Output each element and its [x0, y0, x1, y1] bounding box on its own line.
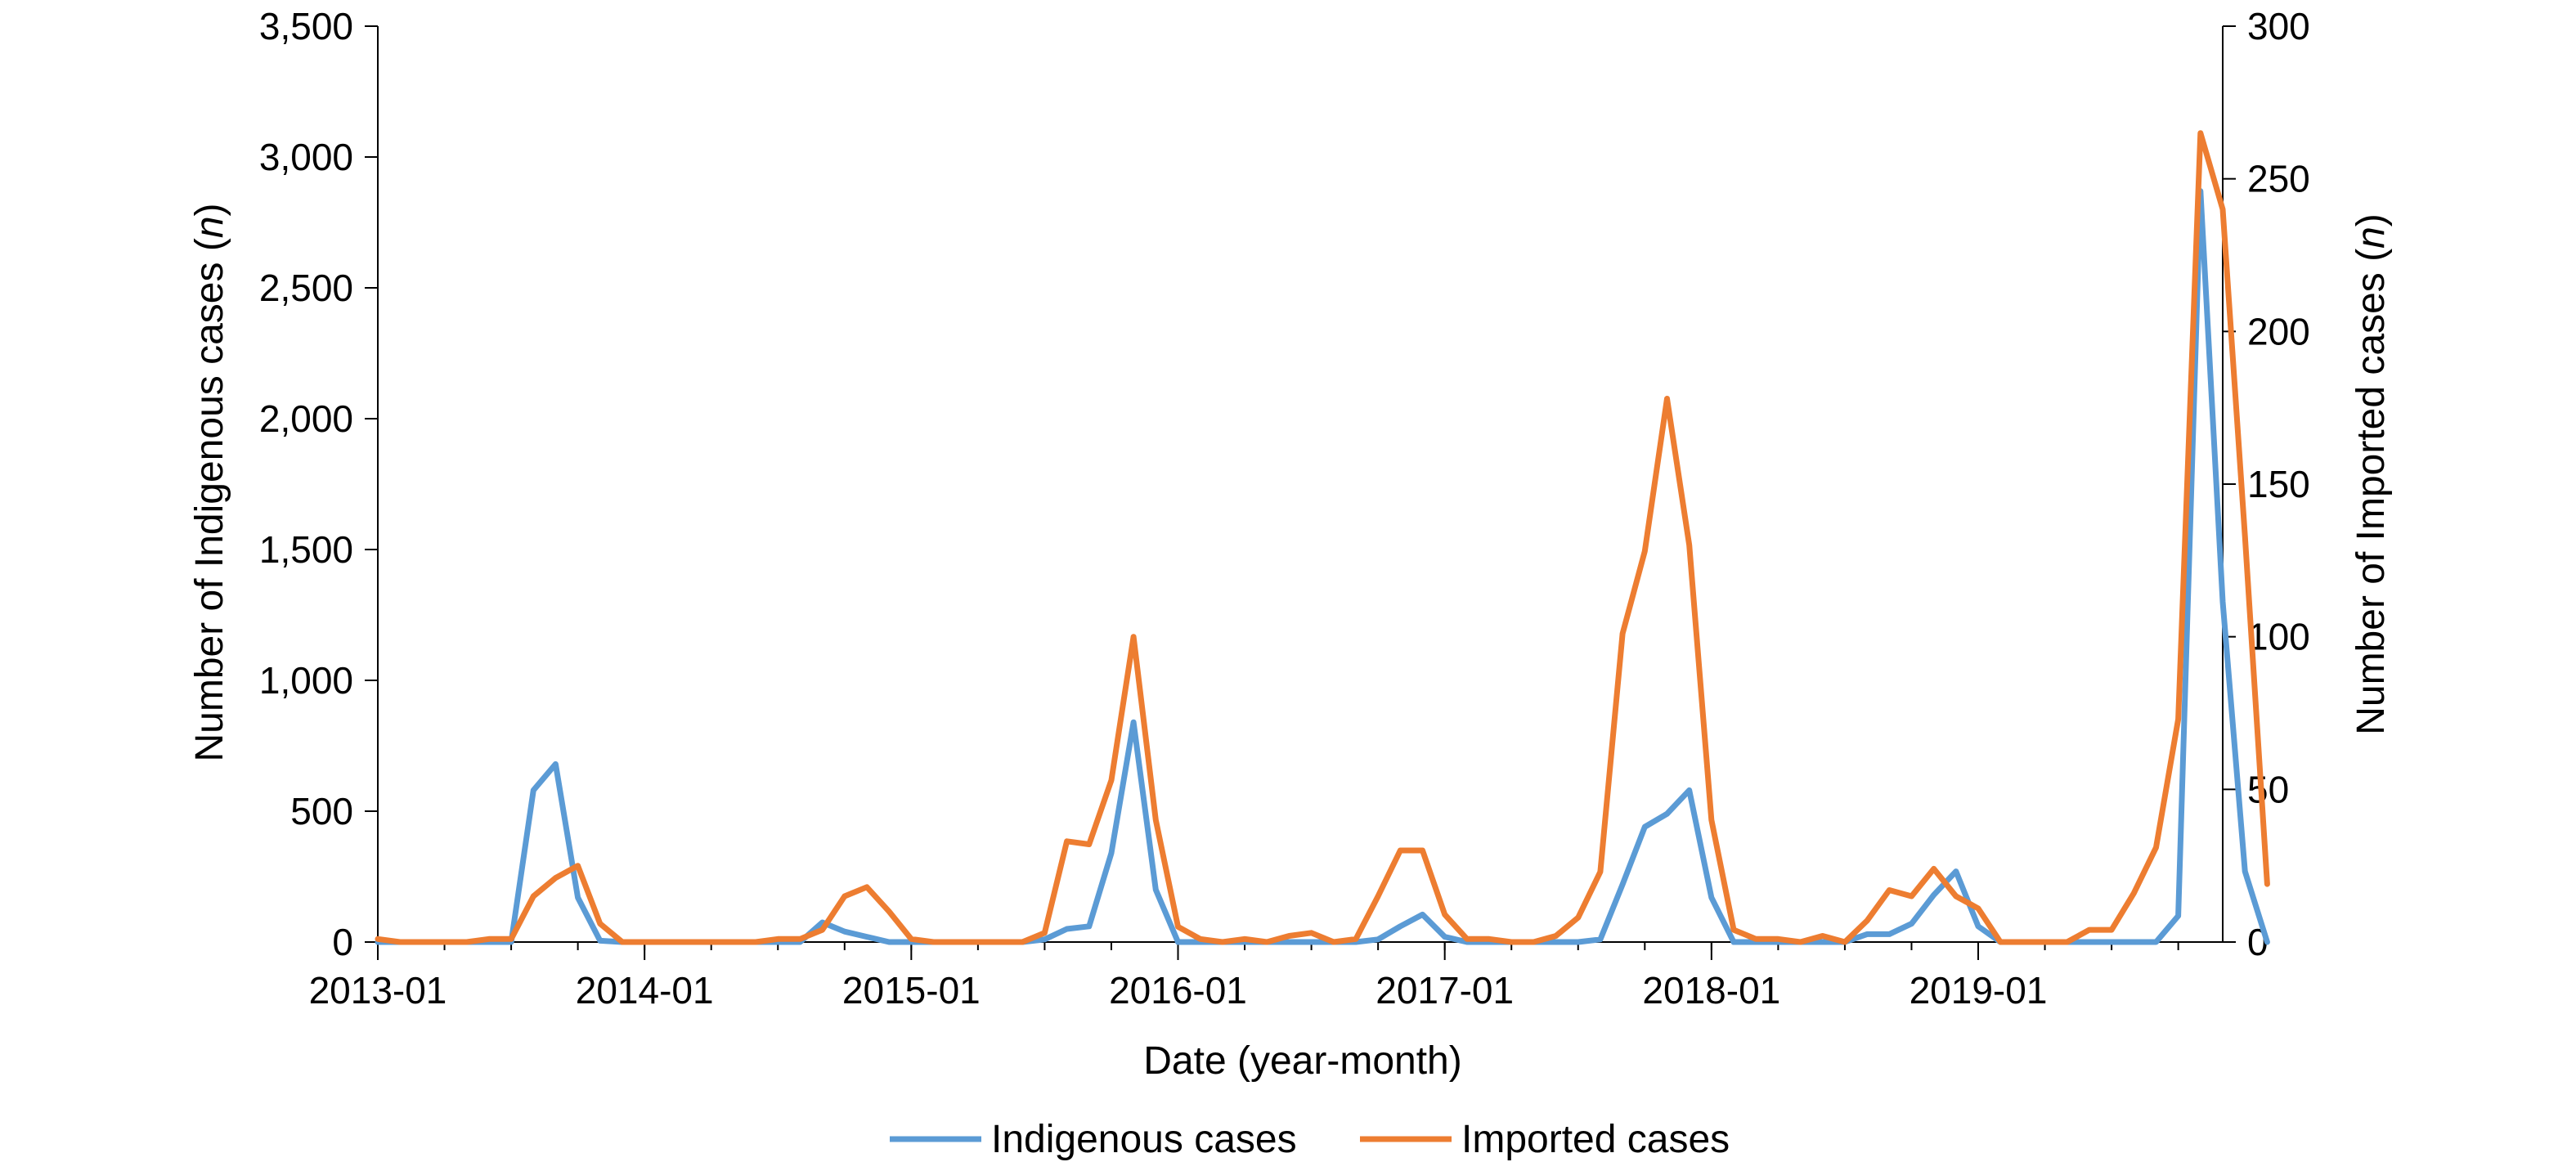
left-tick-label: 2,500 [259, 267, 353, 309]
series-line-imported-cases [375, 130, 2270, 945]
axes [377, 26, 2224, 943]
right-tick-label: 150 [2247, 463, 2310, 505]
left-tick-label: 500 [290, 790, 353, 832]
x-tick-label: 2014-01 [576, 969, 714, 1012]
left-axis-title: Number of Indigenous cases (n) [188, 203, 231, 761]
right-tick-label: 100 [2247, 616, 2310, 658]
x-tick-label: 2016-01 [1109, 969, 1247, 1012]
series-line-indigenous-cases [375, 188, 2270, 945]
right-tick-label: 250 [2247, 158, 2310, 200]
x-tick-label: 2017-01 [1376, 969, 1514, 1012]
x-axis-title: Date (year-month) [1143, 1039, 1461, 1083]
x-axis-ticks: 2013-01 2014-01 2015-01 2016-01 2017-01 2018-… [309, 942, 2179, 1012]
left-axis-ticks: 0 500 1,000 1,500 2,000 2,500 3,000 3,500 [259, 5, 378, 963]
x-tick-label: 2015-01 [842, 969, 981, 1012]
left-tick-label: 3,000 [259, 136, 353, 178]
series-layer [375, 130, 2270, 945]
x-tick-label: 2013-01 [309, 969, 447, 1012]
right-tick-label: 50 [2247, 768, 2289, 810]
right-tick-label: 300 [2247, 5, 2310, 47]
legend-label-indigenous: Indigenous cases [991, 1118, 1297, 1161]
left-tick-label: 1,500 [259, 528, 353, 571]
left-tick-label: 3,500 [259, 5, 353, 47]
left-tick-label: 2,000 [259, 397, 353, 440]
right-tick-label: 200 [2247, 310, 2310, 352]
legend-label-imported: Imported cases [1461, 1118, 1730, 1161]
right-axis-title: Number of Imported cases (n) [2349, 213, 2393, 735]
left-tick-label: 1,000 [259, 659, 353, 702]
x-tick-label: 2018-01 [1642, 969, 1780, 1012]
legend: Indigenous cases Imported cases [890, 1118, 1730, 1161]
x-tick-label: 2019-01 [1910, 969, 2048, 1012]
left-tick-label: 0 [332, 921, 353, 963]
